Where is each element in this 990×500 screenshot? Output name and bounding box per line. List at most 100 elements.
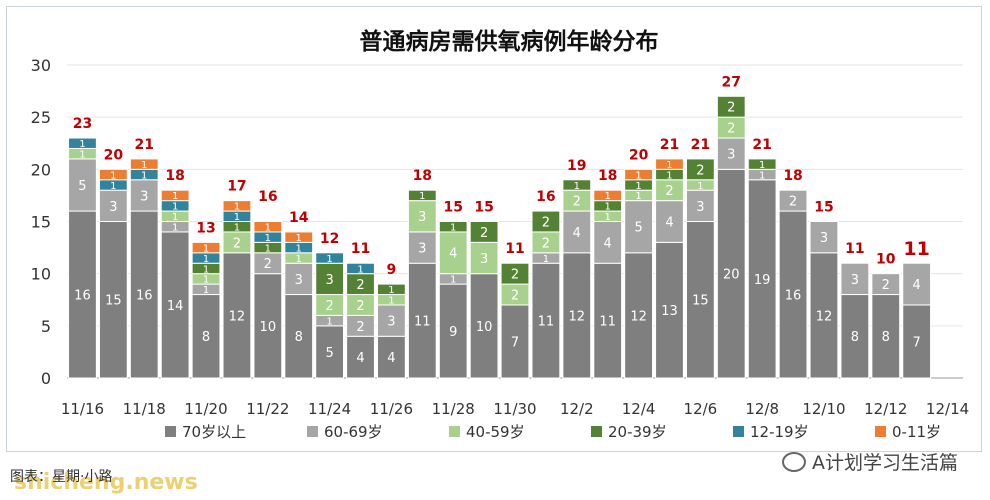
bar-segment (840, 294, 870, 379)
data-label: 12 (630, 309, 647, 324)
total-label: 18 (413, 168, 432, 184)
bar-segment (129, 179, 159, 212)
bar-segment (160, 231, 190, 379)
data-label: 4 (913, 278, 921, 293)
total-label: 19 (567, 158, 586, 174)
data-label: 4 (387, 351, 395, 366)
bar-segment (778, 210, 808, 379)
y-tick-label: 5 (41, 317, 51, 336)
total-label: 21 (691, 137, 710, 153)
data-label: 4 (604, 236, 612, 251)
data-label: 1 (326, 254, 332, 265)
bar-segment (469, 221, 499, 243)
data-label: 2 (511, 288, 519, 303)
data-label: 3 (325, 273, 333, 288)
total-label: 21 (752, 137, 771, 153)
data-label: 15 (692, 294, 709, 309)
data-label: 1 (141, 170, 147, 181)
data-label: 1 (79, 139, 85, 150)
bar-segment (222, 200, 252, 212)
bar-segment (129, 210, 159, 379)
data-label: 3 (418, 210, 426, 225)
data-label: 1 (697, 181, 703, 192)
data-label: 4 (356, 351, 364, 366)
data-label: 1 (326, 316, 332, 327)
data-label: 20 (723, 268, 740, 283)
bar-segment (902, 262, 932, 306)
bar-segment (253, 221, 283, 233)
bar-segment (315, 252, 345, 264)
data-label: 1 (450, 275, 456, 286)
y-tick-label: 15 (31, 213, 51, 232)
bar-segment (438, 221, 468, 233)
wechat-icon (782, 451, 806, 472)
total-label: 11 (903, 238, 929, 260)
data-label: 2 (882, 278, 890, 293)
bar-segment (438, 231, 468, 275)
bar-segment (840, 262, 870, 296)
total-label: 15 (443, 200, 462, 216)
total-label: 13 (196, 220, 215, 236)
data-label: 2 (480, 226, 488, 241)
total-label: 21 (660, 137, 679, 153)
data-label: 8 (202, 330, 210, 345)
legend-label: 20-39岁 (608, 423, 667, 441)
data-label: 2 (511, 268, 519, 283)
y-tick-label: 20 (31, 160, 51, 179)
data-label: 1 (635, 170, 641, 181)
x-tick-label: 11/20 (184, 400, 227, 418)
bar-segment (685, 221, 715, 379)
data-label: 2 (356, 320, 364, 335)
total-label: 14 (289, 210, 309, 226)
data-label: 1 (388, 296, 394, 307)
data-label: 2 (789, 195, 797, 210)
total-label: 11 (845, 241, 864, 257)
data-label: 2 (696, 163, 704, 178)
data-label: 1 (296, 254, 302, 265)
bar-segment (284, 231, 314, 243)
total-label: 11 (351, 241, 370, 257)
total-label: 9 (387, 262, 397, 278)
data-label: 2 (727, 101, 735, 116)
bar-segment (377, 283, 406, 296)
bar-segment (562, 179, 592, 191)
chart-title: 普通病房需供氧病例年龄分布 (360, 28, 659, 55)
data-label: 3 (387, 315, 395, 330)
data-label: 14 (167, 299, 184, 314)
x-tick-label: 11/28 (432, 400, 475, 418)
bar-segment (98, 168, 128, 181)
data-label: 1 (79, 149, 85, 160)
bar-segment (222, 252, 252, 379)
data-label: 16 (785, 288, 802, 303)
data-label: 1 (172, 223, 178, 234)
data-label: 5 (325, 346, 333, 361)
data-label: 11 (538, 315, 555, 330)
data-label: 13 (661, 304, 678, 319)
data-label: 1 (203, 254, 209, 265)
bar-segment (531, 210, 561, 233)
bar-segment (716, 95, 746, 118)
labels-layer: 1651123153112016311211411111881111113122… (73, 74, 930, 366)
data-label: 1 (296, 243, 302, 254)
x-tick-label: 12/12 (864, 400, 907, 418)
bar-segment (500, 304, 530, 379)
data-label: 4 (573, 226, 581, 241)
bar-segment (685, 189, 715, 222)
data-label: 8 (295, 330, 303, 345)
data-label: 8 (882, 330, 890, 345)
x-tick-label: 11/30 (493, 400, 536, 418)
data-label: 1 (666, 160, 672, 171)
data-label: 1 (265, 223, 271, 234)
data-label: 1 (605, 191, 611, 202)
data-label: 2 (542, 215, 550, 230)
data-label: 1 (110, 181, 116, 192)
bar-segment (191, 294, 221, 379)
data-label: 3 (418, 242, 426, 257)
data-label: 3 (109, 200, 117, 215)
total-label: 16 (258, 189, 277, 205)
data-label: 16 (136, 288, 153, 303)
bars-layer (68, 95, 932, 379)
x-tick-label: 12/4 (622, 400, 656, 418)
data-label: 7 (511, 335, 519, 350)
